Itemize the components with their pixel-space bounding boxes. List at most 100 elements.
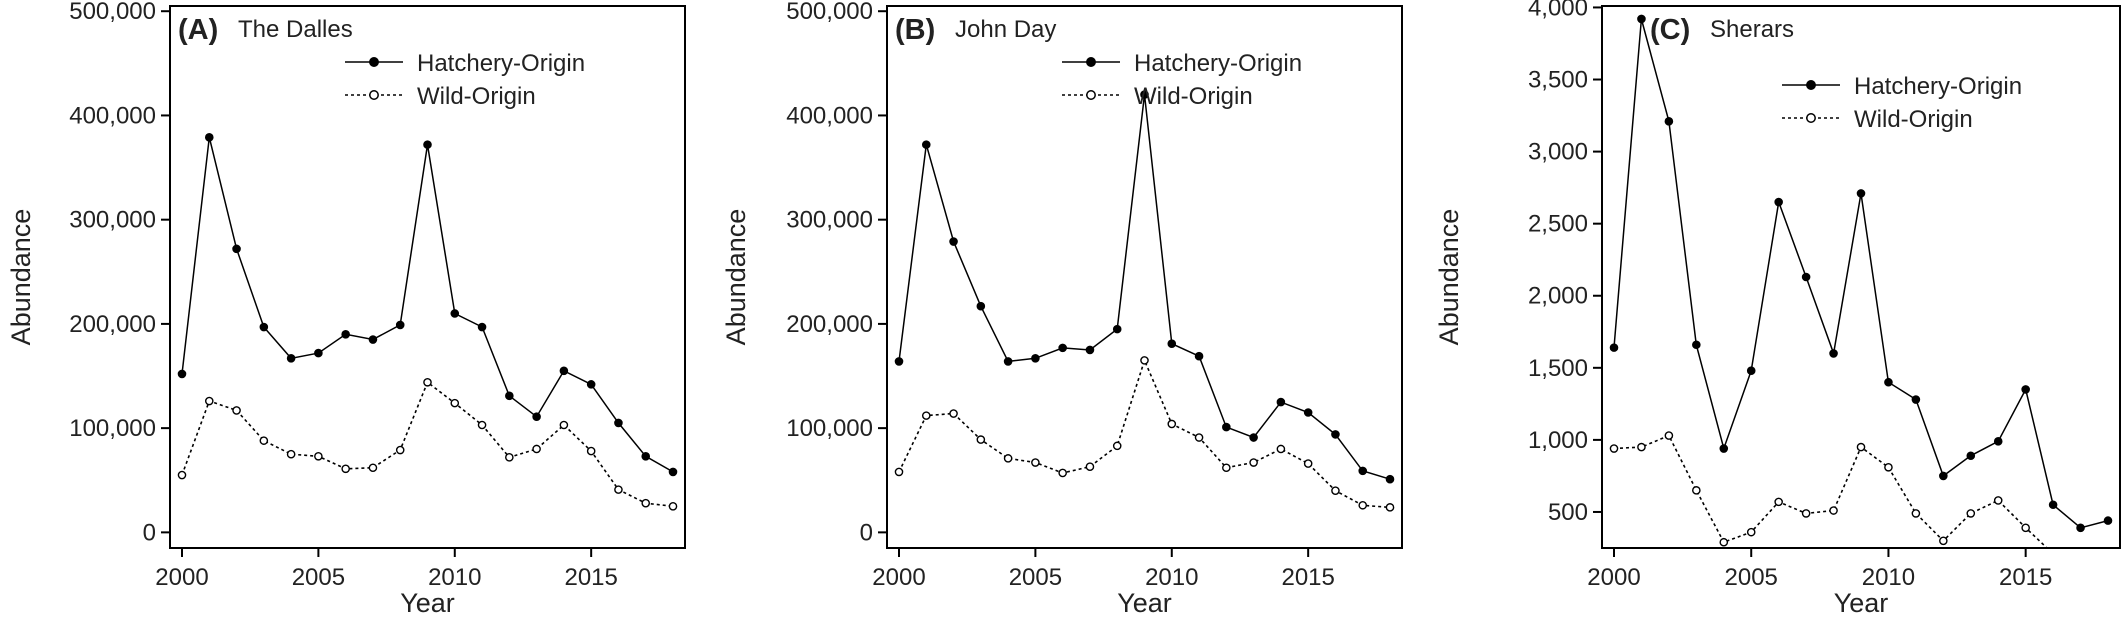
x-tick-label: 2005 [1725,564,1778,591]
data-point-hatchery [641,451,651,461]
data-point-hatchery [341,330,350,339]
data-point-wild [1303,459,1313,468]
data-point-wild [1058,468,1067,478]
data-point-wild [477,420,487,430]
data-point-wild [1939,536,1948,546]
data-point-wild [2021,523,2030,533]
data-point-hatchery [1719,444,1729,453]
data-point-wild [1140,356,1149,365]
data-point-hatchery [259,322,269,332]
data-point-hatchery [2076,523,2085,533]
data-point-hatchery [921,140,931,149]
y-tick-label: 2,500 [1528,211,1588,238]
data-point-wild [1993,496,2003,505]
data-point-hatchery [286,353,296,363]
data-point-wild [450,398,460,408]
legend-marker [1086,57,1096,67]
data-point-hatchery [1167,339,1177,349]
data-point-hatchery [1085,345,1095,355]
panel-title: The Dalles [238,16,353,43]
legend-label: Hatchery-Origin [1854,73,2022,100]
data-point-wild [395,445,405,455]
x-axis-title: Year [1834,588,1889,618]
data-point-hatchery [423,140,432,149]
data-point-hatchery [1003,357,1013,366]
data-point-hatchery [2021,385,2030,394]
data-point-hatchery [1031,353,1040,363]
x-tick-label: 2015 [1281,564,1334,591]
legend: Hatchery-Origin Wild-Origin [1062,50,1302,110]
data-point-wild [1746,527,1756,537]
y-tick-label: 300,000 [786,207,873,234]
x-tick-label: 2005 [292,564,345,591]
y-tick-label: 4,000 [1528,0,1588,21]
data-point-wild [1194,433,1204,442]
data-point-hatchery [2048,500,2058,510]
y-tick-label: 300,000 [69,207,156,234]
y-tick-label: 500,000 [786,0,873,25]
y-tick-label: 3,000 [1528,139,1588,166]
data-point-hatchery [1829,349,1838,358]
data-point-hatchery [1331,430,1340,439]
y-tick-label: 1,000 [1528,427,1588,454]
data-point-hatchery [232,244,241,254]
y-tick-label: 3,500 [1528,67,1588,94]
data-point-hatchery [477,322,487,332]
y-tick-label: 0 [860,519,873,546]
data-point-wild [314,451,323,461]
series-group [1609,14,2113,548]
data-point-wild [341,464,350,474]
data-point-hatchery [368,335,378,344]
data-point-hatchery [1939,471,1948,481]
data-point-wild [204,396,214,406]
data-point-wild [921,411,931,420]
data-point-hatchery [1385,474,1395,484]
data-point-hatchery [532,412,541,421]
data-point-hatchery [1058,343,1067,353]
data-point-hatchery [1140,90,1149,99]
y-axis-title: Abundance [721,209,751,346]
data-point-hatchery [1609,343,1619,352]
data-point-wild [614,485,623,494]
x-axis-title: Year [1117,588,1172,618]
data-point-hatchery [1358,466,1368,476]
panel-label: (A) [178,14,218,46]
x-tick-label: 2000 [155,564,208,591]
data-point-hatchery [1774,197,1783,207]
data-point-hatchery [1664,117,1674,126]
legend-label: Wild-Origin [417,83,536,110]
panel-c: 500 1,000 1,500 2,000 2,500 3,000 3,500 4,000 20… [1434,0,2121,618]
y-tick-label: 400,000 [786,102,873,129]
legend-marker [369,90,379,100]
data-point-wild [1609,444,1619,453]
y-tick-label: 200,000 [786,311,873,338]
data-point-wild [423,377,432,387]
data-point-wild [1829,506,1838,515]
y-tick-label: 500,000 [69,0,156,25]
data-point-wild [1249,458,1258,467]
data-point-hatchery [668,467,678,477]
data-point-wild [1637,442,1646,452]
plot-frame [886,5,1403,549]
data-point-hatchery [314,348,323,358]
data-point-wild [1966,509,1976,518]
data-point-hatchery [505,391,514,401]
data-point-hatchery [559,366,569,376]
series-group [177,133,678,511]
data-point-wild [976,435,986,444]
y-tick-label: 0 [143,519,156,546]
panel-label: (C) [1650,14,1690,46]
data-point-hatchery [1222,422,1231,432]
legend-marker [1806,80,1816,90]
data-point-wild [177,470,187,480]
data-point-wild [1167,419,1177,429]
data-point-hatchery [1637,14,1646,24]
plot-frame [169,5,686,549]
data-point-wild [1856,442,1866,452]
data-point-wild [1031,458,1040,467]
series-line-wild [898,358,1391,509]
legend-marker [369,57,379,67]
series-line-wild [1613,434,2049,548]
data-point-hatchery [2103,516,2113,525]
